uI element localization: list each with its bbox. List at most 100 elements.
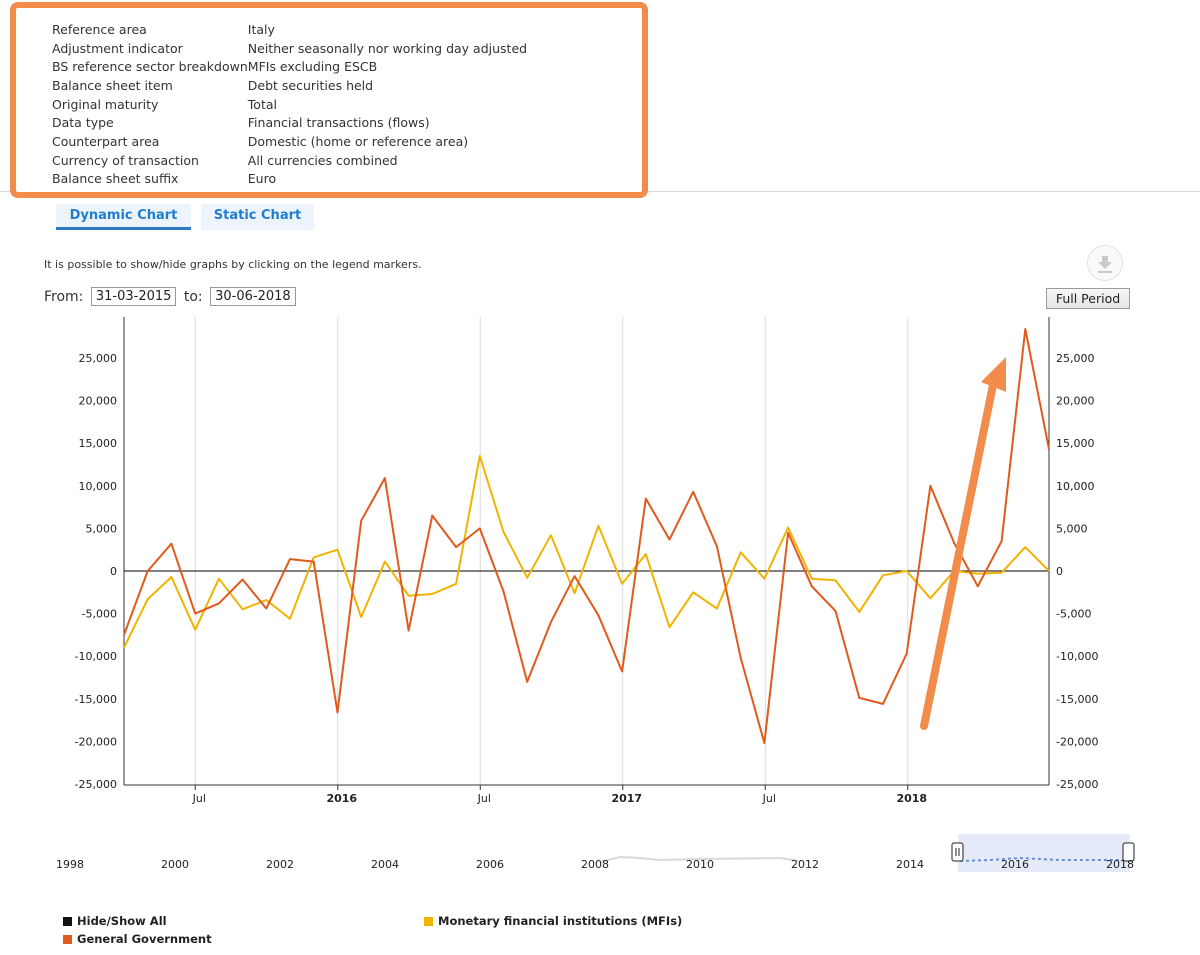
navigator-year-label: 2010	[686, 858, 714, 871]
y-tick-label-right: -20,000	[1056, 735, 1098, 748]
series-layer	[123, 328, 1050, 745]
legend-marker-mfis[interactable]	[424, 917, 433, 926]
to-date-input[interactable]: 30-06-2018	[210, 287, 296, 306]
series-line-general-government	[123, 328, 1050, 745]
metadata-value: Total	[247, 96, 277, 112]
legend-label-all: Hide/Show All	[77, 914, 167, 928]
y-tick-label-left: -20,000	[75, 735, 117, 748]
navigator[interactable]: 1998 2000 2002 2004 2006 2008 2010 2012 2014 2016…	[56, 834, 1135, 872]
y-tick-label-right: 10,000	[1056, 480, 1095, 493]
legend-marker-general-government[interactable]	[63, 935, 72, 944]
metadata-row: BS reference sector breakdown MFIs exclud…	[52, 57, 527, 76]
navigator-year-label: 2000	[161, 858, 189, 871]
y-tick-label-left: -10,000	[75, 650, 117, 663]
metadata-key: Reference area	[52, 21, 147, 37]
metadata-table: Reference area Italy Adjustment indicator N…	[52, 20, 527, 188]
legend-general-government[interactable]: General Government	[63, 932, 212, 946]
full-period-button[interactable]: Full Period	[1046, 288, 1130, 309]
legend-hide-show-all[interactable]: Hide/Show All	[63, 914, 167, 928]
y-tick-label-left: -25,000	[75, 778, 117, 791]
navigator-year-label: 2014	[896, 858, 924, 871]
date-range-selector: From: 31-03-2015 to: 30-06-2018	[44, 287, 299, 306]
y-tick-label-left: 5,000	[86, 522, 118, 535]
metadata-key: Balance sheet suffix	[52, 171, 179, 187]
metadata-value: Neither seasonally nor working day adjus…	[247, 40, 528, 56]
metadata-value: Debt securities held	[247, 77, 374, 93]
navigator-labels: 1998 2000 2002 2004 2006 2008 2010 2012 2014 2016…	[56, 858, 1134, 871]
chart-area: -25,000 -20,000 -15,000 -10,000 -5,000 0 5,000…	[56, 317, 1135, 872]
metadata-value: Financial transactions (flows)	[247, 115, 430, 131]
navigator-year-label: 2004	[371, 858, 399, 871]
x-tick-label: 2018	[896, 792, 927, 805]
metadata-key: Adjustment indicator	[52, 40, 183, 56]
legend-marker-all[interactable]	[63, 917, 72, 926]
y-tick-label-right: -25,000	[1056, 778, 1098, 791]
navigator-year-label: 2008	[581, 858, 609, 871]
navigator-year-label: 2006	[476, 858, 504, 871]
metadata-row: Currency of transaction All currencies co…	[52, 151, 527, 170]
y-tick-label-left: 20,000	[79, 395, 118, 408]
x-tick-label: Jul	[762, 792, 776, 805]
from-label: From:	[44, 288, 84, 305]
from-date-input[interactable]: 31-03-2015	[90, 287, 177, 306]
metadata-key: Original maturity	[52, 96, 159, 112]
legend-mfis[interactable]: Monetary financial institutions (MFIs)	[424, 914, 682, 928]
navigator-handle-left[interactable]	[951, 842, 964, 862]
y-tick-label-right: 5,000	[1056, 522, 1088, 535]
metadata-row: Counterpart area Domestic (home or refere…	[52, 132, 527, 151]
annotation-arrow	[920, 357, 1006, 730]
navigator-year-label: 2012	[791, 858, 819, 871]
chart-hint-text: It is possible to show/hide graphs by cl…	[44, 258, 422, 271]
legend-label-general-government: General Government	[77, 932, 212, 946]
navigator-handle-right[interactable]	[1122, 842, 1135, 862]
navigator-selected-range[interactable]	[958, 834, 1130, 872]
x-tick-label: 2016	[326, 792, 357, 805]
y-tick-label-right: 0	[1056, 565, 1063, 578]
x-tick-label: Jul	[192, 792, 206, 805]
metadata-row: Data type Financial transactions (flows)	[52, 113, 527, 132]
y-tick-label-right: -15,000	[1056, 693, 1098, 706]
to-label: to:	[183, 288, 203, 305]
y-tick-label-left: 25,000	[79, 352, 118, 365]
metadata-value: Domestic (home or reference area)	[247, 133, 469, 149]
y-tick-label-left: 15,000	[79, 437, 118, 450]
arrow-shaft	[920, 376, 998, 730]
download-button[interactable]	[1087, 245, 1123, 281]
metadata-row: Original maturity Total	[52, 95, 527, 114]
metadata-key: Counterpart area	[52, 133, 160, 149]
tab-static-chart[interactable]: Static Chart	[201, 204, 314, 230]
arrow-head	[981, 357, 1006, 392]
metadata-key: Balance sheet item	[52, 77, 173, 93]
y-tick-label-left: -5,000	[82, 608, 117, 621]
metadata-value: All currencies combined	[247, 152, 398, 168]
metadata-key: BS reference sector breakdown	[52, 59, 248, 75]
y-tick-label-right: 15,000	[1056, 437, 1095, 450]
y-tick-label-right: -10,000	[1056, 650, 1098, 663]
download-icon	[1098, 256, 1112, 273]
y-axis-right: -25,000 -20,000 -15,000 -10,000 -5,000 0 5,000…	[1056, 352, 1098, 791]
y-axis-left: -25,000 -20,000 -15,000 -10,000 -5,000 0 5,000…	[75, 352, 117, 791]
metadata-key: Data type	[52, 115, 114, 131]
metadata-key: Currency of transaction	[52, 152, 199, 168]
y-tick-label-left: 0	[110, 565, 117, 578]
navigator-year-label: 2016	[1001, 858, 1029, 871]
y-tick-label-right: 20,000	[1056, 395, 1095, 408]
y-tick-label-right: 25,000	[1056, 352, 1095, 365]
vertical-grid	[194, 317, 909, 785]
metadata-panel: Reference area Italy Adjustment indicator N…	[10, 2, 648, 198]
metadata-row: Reference area Italy	[52, 20, 527, 39]
y-tick-label-left: 10,000	[79, 480, 118, 493]
tab-dynamic-chart[interactable]: Dynamic Chart	[56, 204, 191, 230]
metadata-value: Italy	[247, 21, 275, 37]
metadata-value: MFIs excluding ESCB	[247, 59, 378, 75]
navigator-selected-line	[959, 856, 1125, 862]
series-line-mfis	[123, 455, 1050, 649]
navigator-year-label: 2018	[1106, 858, 1134, 871]
metadata-value: Euro	[247, 171, 277, 187]
navigator-preview-line	[599, 855, 801, 863]
y-tick-label-right: -5,000	[1056, 608, 1091, 621]
x-axis: Jul 2016 Jul 2017 Jul 2018	[192, 785, 927, 805]
navigator-year-label: 2002	[266, 858, 294, 871]
legend-label-mfis: Monetary financial institutions (MFIs)	[438, 914, 683, 928]
y-tick-label-left: -15,000	[75, 693, 117, 706]
